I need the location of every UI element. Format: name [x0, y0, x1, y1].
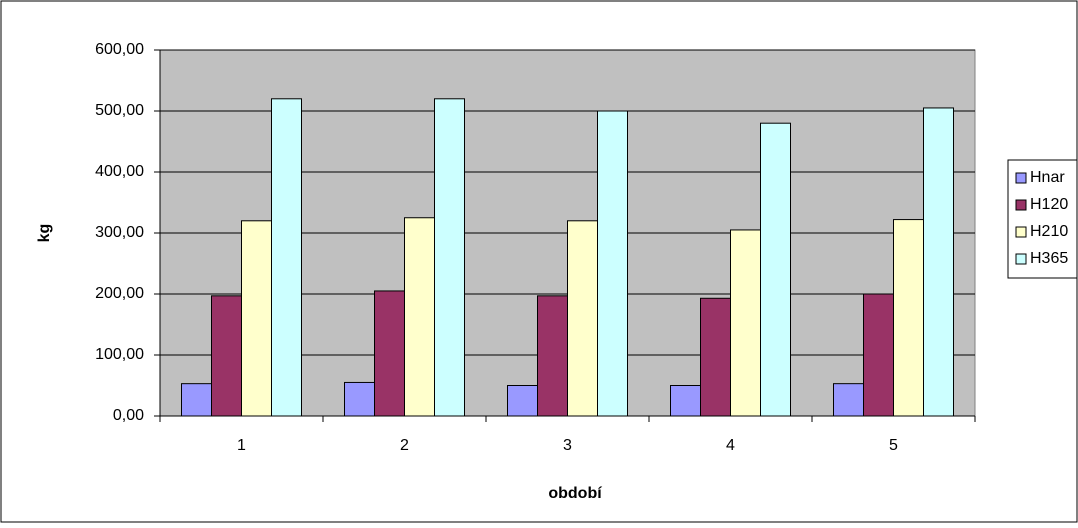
bar — [507, 385, 538, 417]
bar — [271, 98, 302, 417]
x-tick-label: 1 — [237, 437, 246, 454]
bar — [730, 229, 761, 417]
bar — [434, 98, 465, 417]
bar — [893, 219, 924, 417]
y-tick-label: 200,00 — [95, 285, 144, 302]
x-axis-label: období — [548, 485, 602, 502]
bar — [241, 220, 272, 417]
y-axis-label: kg — [36, 224, 53, 243]
bar — [670, 385, 701, 417]
x-tick-label: 2 — [400, 437, 409, 454]
legend-label: H365 — [1030, 250, 1068, 267]
x-tick-label: 5 — [889, 437, 898, 454]
bar — [833, 383, 864, 417]
x-tick-label: 4 — [726, 437, 735, 454]
legend-swatch — [1015, 199, 1027, 211]
legend-swatch — [1015, 226, 1027, 238]
legend-label: H120 — [1030, 196, 1068, 213]
y-tick-label: 300,00 — [95, 224, 144, 241]
bar — [597, 110, 628, 417]
y-tick-label: 400,00 — [95, 163, 144, 180]
bar — [863, 293, 894, 417]
y-tick-label: 500,00 — [95, 102, 144, 119]
bar — [181, 383, 212, 417]
y-tick-label: 100,00 — [95, 346, 144, 363]
bar — [923, 107, 954, 417]
bar — [760, 122, 791, 417]
legend-swatch — [1015, 253, 1027, 265]
x-tick-label: 3 — [563, 437, 572, 454]
legend-swatch — [1015, 172, 1027, 184]
bar — [537, 295, 568, 417]
bar — [567, 220, 598, 417]
legend-label: H210 — [1030, 223, 1068, 240]
bar — [700, 297, 731, 417]
y-tick-label: 0,00 — [113, 407, 144, 424]
bar — [344, 381, 375, 417]
y-tick-label: 600,00 — [95, 41, 144, 58]
bar — [211, 295, 242, 417]
bar — [374, 290, 405, 417]
legend-label: Hnar — [1030, 169, 1065, 186]
bar — [404, 217, 435, 417]
